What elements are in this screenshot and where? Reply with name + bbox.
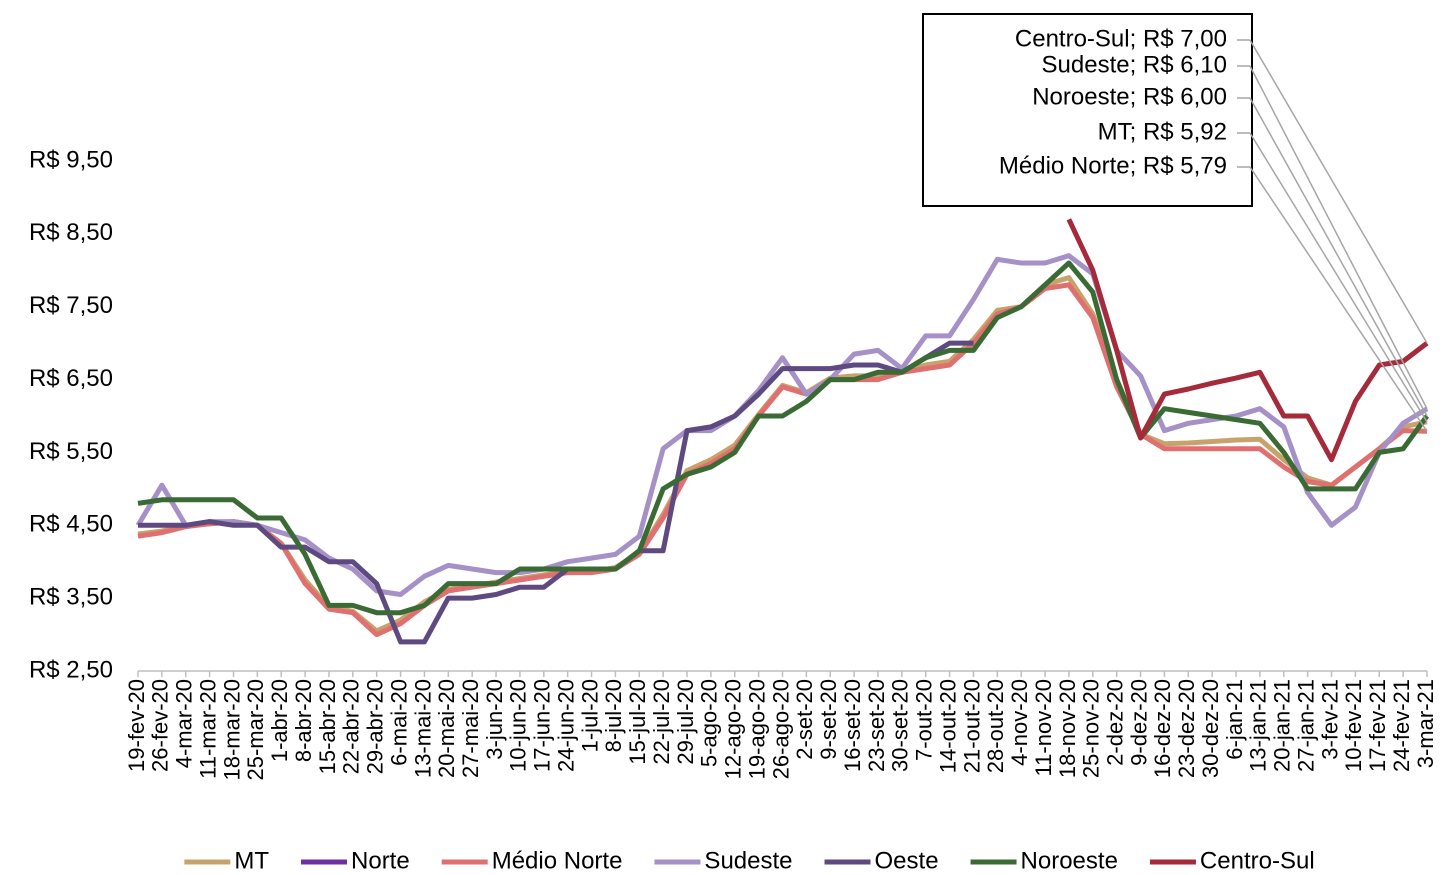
x-tick-label: 13-mai-20 xyxy=(410,679,435,778)
x-tick-label: 16-dez-20 xyxy=(1150,679,1175,778)
x-tick-label: 25-nov-20 xyxy=(1079,679,1104,778)
series-line xyxy=(137,260,1430,616)
x-tick-label: 4-nov-20 xyxy=(1007,679,1032,766)
y-tick-label: R$ 6,50 xyxy=(29,365,113,392)
x-tick-label: 9-set-20 xyxy=(816,679,841,760)
x-tick-label: 10-fev-21 xyxy=(1341,679,1366,772)
x-tick-label: 8-jul-20 xyxy=(601,679,626,752)
legend-label: Norte xyxy=(351,847,410,874)
x-tick-label: 30-set-20 xyxy=(888,679,913,772)
annotation: Noroeste; R$ 6,00 xyxy=(1032,83,1227,110)
y-tick-label: R$ 2,50 xyxy=(29,656,113,683)
x-tick-label: 17-fev-21 xyxy=(1365,679,1390,772)
annotation: Centro-Sul; R$ 7,00 xyxy=(1015,25,1227,52)
x-tick-label: 7-out-20 xyxy=(912,679,937,761)
series-line xyxy=(135,253,1429,597)
leader-line xyxy=(1249,97,1428,417)
legend-label: Sudeste xyxy=(704,847,792,874)
legend: MT Norte Médio Norte Sudeste Oeste Noroeste Ce… xyxy=(184,847,1315,874)
y-tick-label: R$ 4,50 xyxy=(29,511,113,538)
legend-label: Centro-Sul xyxy=(1200,847,1315,874)
x-tick-label: 26-ago-20 xyxy=(768,679,793,779)
x-tick-label: 28-out-20 xyxy=(983,679,1008,773)
annotation: Sudeste; R$ 6,10 xyxy=(1042,51,1227,78)
leader-line xyxy=(1249,65,1428,410)
x-tick-label: 10-jun-20 xyxy=(506,679,531,772)
x-tick-label: 25-mar-20 xyxy=(243,679,268,780)
x-tick-label: 20-jan-21 xyxy=(1270,679,1295,772)
x-tick-label: 12-ago-20 xyxy=(721,679,746,779)
x-tick-label: 23-dez-20 xyxy=(1174,679,1199,778)
annotation: Médio Norte; R$ 5,79 xyxy=(999,152,1227,179)
x-tick-label: 3-jun-20 xyxy=(482,679,507,760)
leader-line xyxy=(1249,39,1428,344)
annotation: MT; R$ 5,92 xyxy=(1098,118,1227,145)
x-tick-label: 11-nov-20 xyxy=(1031,679,1056,776)
x-tick-label: 29-abr-20 xyxy=(363,679,388,774)
leader-line xyxy=(1249,166,1428,432)
y-tick-label: R$ 5,50 xyxy=(29,438,113,465)
x-tick-label: 23-set-20 xyxy=(864,679,889,772)
x-tick-label: 6-jan-21 xyxy=(1222,679,1247,760)
x-tick-label: 30-dez-20 xyxy=(1198,679,1223,778)
y-tick-label: R$ 9,50 xyxy=(29,146,113,173)
x-tick-label: 27-jan-21 xyxy=(1293,679,1318,772)
x-tick-label: 1-abr-20 xyxy=(267,679,292,762)
series-line xyxy=(138,340,974,645)
y-tick-label: R$ 3,50 xyxy=(29,583,113,610)
x-tick-label: 5-ago-20 xyxy=(697,679,722,767)
x-tick-label: 8-abr-20 xyxy=(291,679,316,762)
x-tick-label: 2-dez-20 xyxy=(1102,679,1127,766)
x-tick-label: 19-fev-20 xyxy=(124,679,149,772)
x-tick-label: 24-jun-20 xyxy=(553,679,578,772)
y-tick-label: R$ 8,50 xyxy=(29,219,113,246)
x-tick-label: 3-fev-21 xyxy=(1317,679,1342,760)
x-tick-label: 14-out-20 xyxy=(935,679,960,773)
x-tick-label: 26-fev-20 xyxy=(148,679,173,772)
x-tick-label: 11-mar-20 xyxy=(195,679,220,779)
x-tick-label: 17-jun-20 xyxy=(530,679,555,772)
x-tick-label: 15-jul-20 xyxy=(625,679,650,765)
series-line xyxy=(137,275,1428,634)
x-tick-label: 22-abr-20 xyxy=(339,679,364,774)
y-tick-label: R$ 7,50 xyxy=(29,292,113,319)
x-tick-label: 3-mar-21 xyxy=(1413,679,1438,768)
x-tick-label: 18-mar-20 xyxy=(219,679,244,780)
x-tick-label: 2-set-20 xyxy=(792,679,817,760)
x-tick-label: 21-out-20 xyxy=(959,679,984,773)
annotation-box xyxy=(922,13,1253,207)
x-tick-label: 27-mai-20 xyxy=(458,679,483,778)
x-tick-label: 19-ago-20 xyxy=(744,679,769,779)
legend-label: Oeste xyxy=(875,847,939,874)
x-tick-label: 22-jul-20 xyxy=(649,679,674,765)
x-tick-label: 1-jul-20 xyxy=(577,679,602,752)
series-line xyxy=(137,282,1428,638)
series-line xyxy=(1066,218,1429,463)
leader-line xyxy=(1249,132,1428,423)
x-tick-label: 20-mai-20 xyxy=(434,679,459,778)
x-tick-label: 15-abr-20 xyxy=(315,679,340,774)
x-tick-label: 24-fev-21 xyxy=(1389,679,1414,772)
x-tick-label: 9-dez-20 xyxy=(1126,679,1151,766)
x-tick-label: 16-set-20 xyxy=(840,679,865,772)
x-tick-label: 4-mar-20 xyxy=(172,679,197,768)
x-tick-label: 6-mai-20 xyxy=(386,679,411,766)
legend-label: Médio Norte xyxy=(492,847,623,874)
x-tick-label: 29-jul-20 xyxy=(673,679,698,765)
x-tick-label: 13-jan-21 xyxy=(1246,679,1271,772)
legend-label: Noroeste xyxy=(1021,847,1118,874)
legend-label: MT xyxy=(234,847,269,874)
x-tick-label: 18-nov-20 xyxy=(1055,679,1080,778)
